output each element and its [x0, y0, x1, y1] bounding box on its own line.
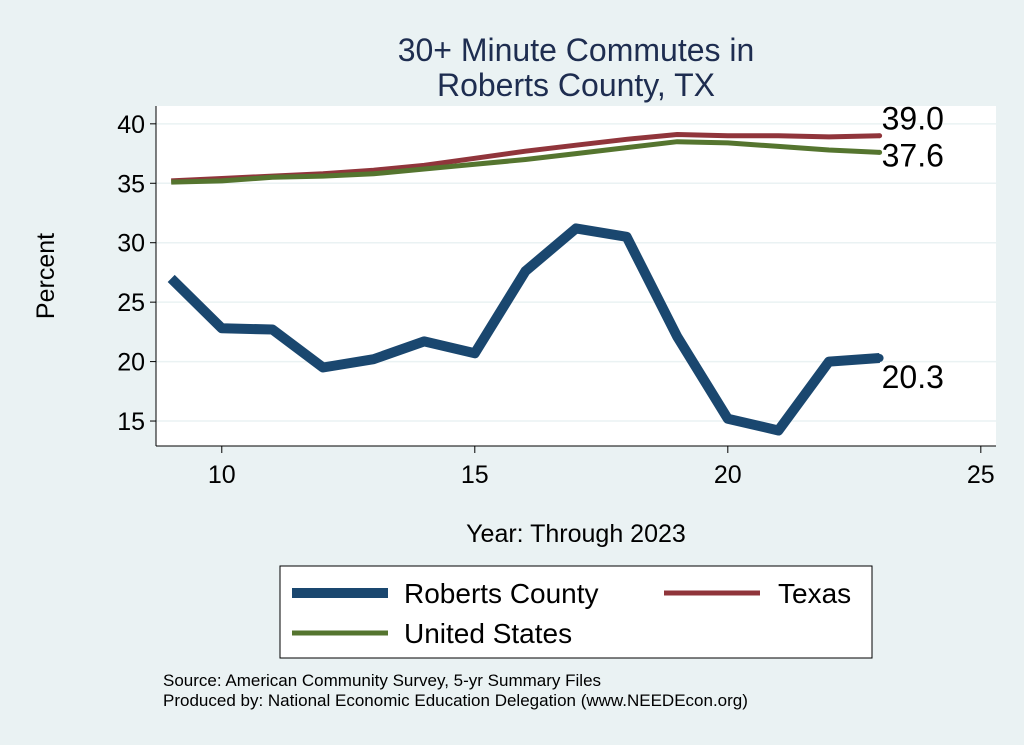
axes: 15 20 25 30 35 40 10 15 20 25	[117, 106, 996, 489]
y-axis-label: Percent	[32, 233, 60, 319]
x-tick-label-15: 15	[461, 461, 489, 489]
source-note: Source: American Community Survey, 5-yr …	[163, 671, 602, 690]
plot-area	[156, 106, 996, 446]
legend: Roberts County Texas United States	[279, 565, 873, 659]
y-tick-label-40: 40	[117, 111, 145, 139]
series-endpoint-roberts-county	[875, 354, 884, 363]
series-group	[167, 132, 884, 436]
chart-title-line-1: 30+ Minute Commutes in	[398, 32, 755, 68]
series-line-roberts-county	[167, 223, 880, 436]
grid-lines	[156, 123, 996, 422]
series-endpoint-texas	[877, 133, 883, 139]
series-line-united-states	[171, 139, 880, 185]
x-tick-label-25: 25	[967, 461, 995, 489]
y-tick-label-35: 35	[117, 170, 145, 198]
y-tick-label-15: 15	[117, 408, 145, 436]
legend-label-texas: Texas	[778, 578, 851, 609]
legend-label-roberts-county: Roberts County	[404, 578, 599, 609]
produced-by-note: Produced by: National Economic Education…	[163, 691, 748, 710]
x-tick-label-10: 10	[208, 461, 236, 489]
end-label-texas: 39.0	[882, 101, 944, 137]
end-label-united-states: 37.6	[882, 137, 944, 173]
chart-title-line-2: Roberts County, TX	[437, 67, 715, 103]
end-label-roberts-county: 20.3	[882, 359, 944, 395]
end-labels: 20.3 39.037.6	[882, 101, 944, 395]
x-tick-label-20: 20	[714, 461, 742, 489]
y-tick-label-25: 25	[117, 289, 145, 317]
legend-label-united-states: United States	[404, 618, 572, 649]
series-endpoint-united-states	[877, 149, 883, 155]
y-tick-label-30: 30	[117, 230, 145, 258]
x-axis-label: Year: Through 2023	[466, 520, 686, 548]
y-tick-label-20: 20	[117, 349, 145, 377]
legend-box	[279, 565, 873, 659]
